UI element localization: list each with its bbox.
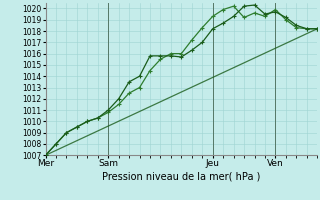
X-axis label: Pression niveau de la mer( hPa ): Pression niveau de la mer( hPa ): [102, 171, 260, 181]
